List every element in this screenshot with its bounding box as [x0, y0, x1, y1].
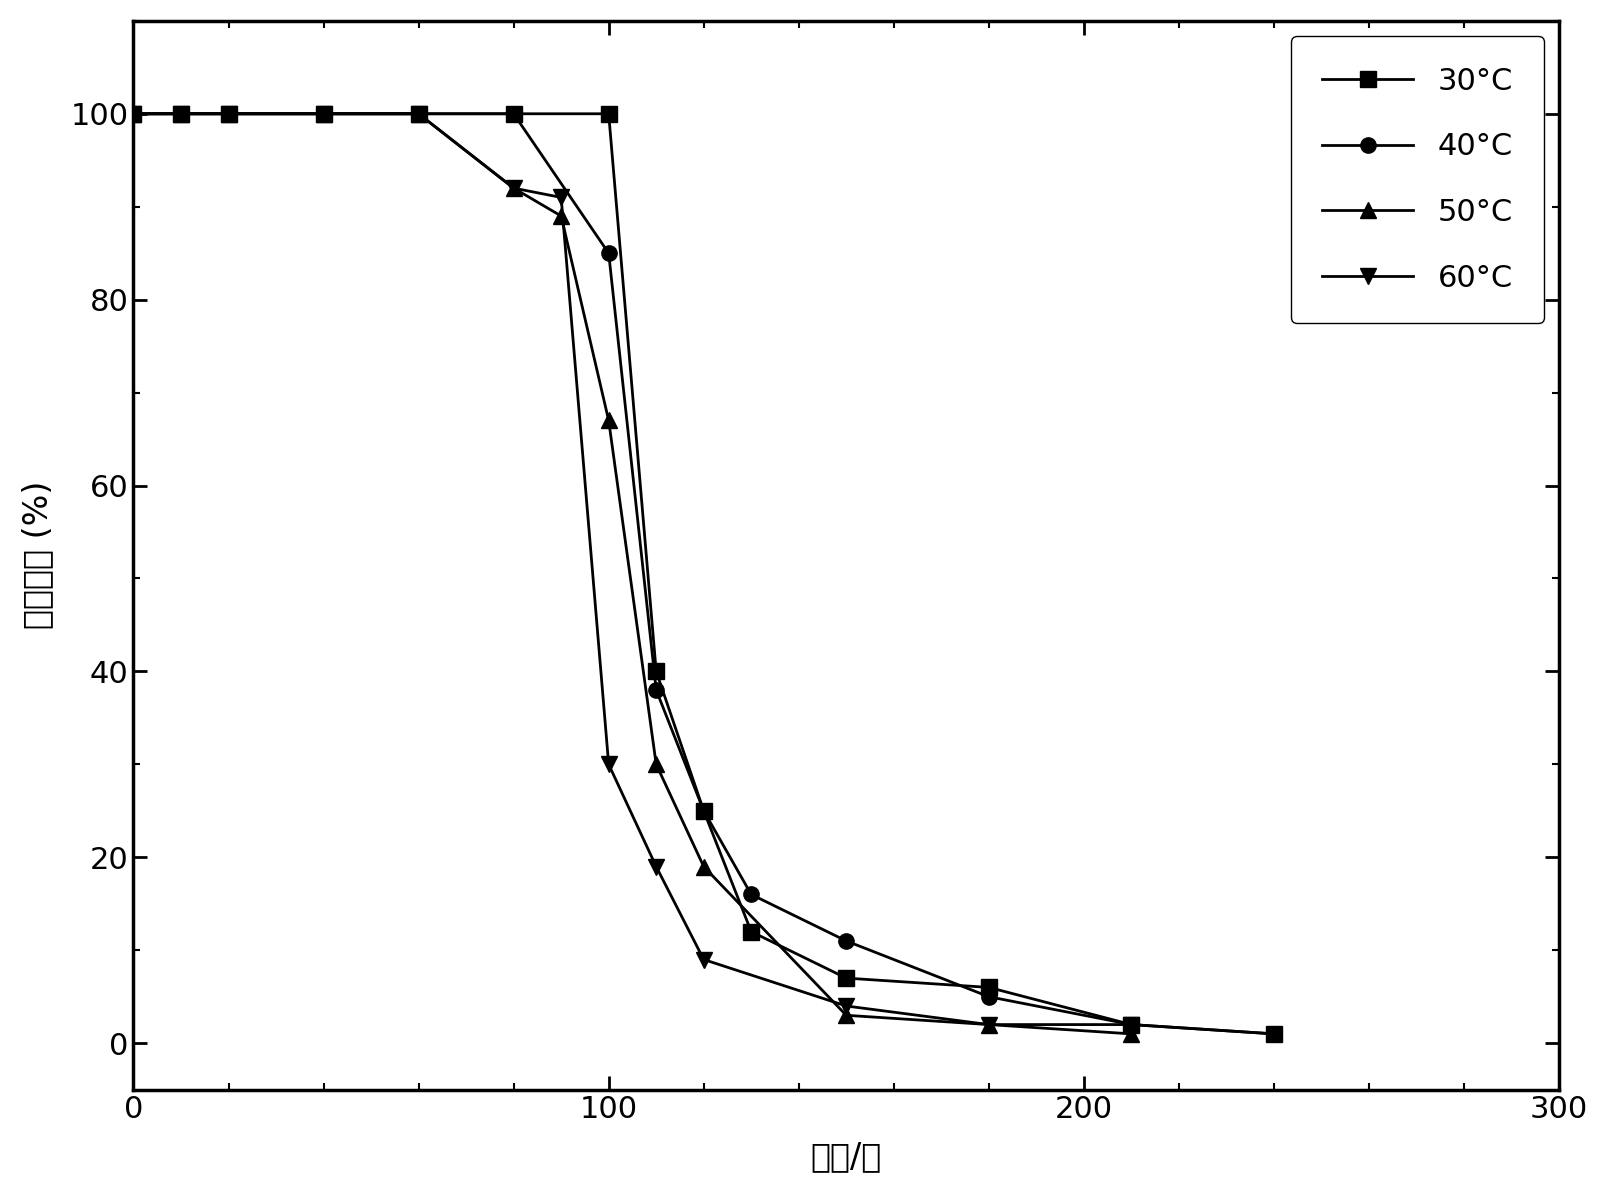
Line: 50°C: 50°C — [126, 105, 1139, 1042]
60°C — [504, 181, 523, 196]
40°C — [171, 106, 190, 121]
40°C — [409, 106, 428, 121]
40°C — [504, 106, 523, 121]
40°C — [980, 990, 999, 1004]
60°C — [647, 860, 666, 874]
50°C — [980, 1017, 999, 1032]
Line: 30°C: 30°C — [126, 106, 1282, 1041]
60°C — [693, 953, 713, 967]
50°C — [124, 106, 143, 121]
40°C — [693, 804, 713, 818]
50°C — [171, 106, 190, 121]
40°C — [314, 106, 333, 121]
60°C — [980, 1017, 999, 1032]
50°C — [504, 181, 523, 196]
50°C — [599, 413, 618, 427]
40°C — [219, 106, 238, 121]
Line: 40°C: 40°C — [126, 106, 1282, 1041]
30°C — [742, 924, 761, 938]
40°C — [599, 246, 618, 260]
30°C — [409, 106, 428, 121]
50°C — [409, 106, 428, 121]
30°C — [314, 106, 333, 121]
40°C — [1265, 1027, 1284, 1041]
30°C — [171, 106, 190, 121]
40°C — [1121, 1017, 1141, 1032]
60°C — [171, 106, 190, 121]
40°C — [647, 683, 666, 697]
50°C — [314, 106, 333, 121]
Line: 60°C: 60°C — [126, 105, 1139, 1033]
50°C — [837, 1008, 856, 1022]
50°C — [552, 209, 571, 223]
30°C — [647, 664, 666, 678]
50°C — [647, 757, 666, 771]
60°C — [219, 106, 238, 121]
30°C — [599, 106, 618, 121]
40°C — [124, 106, 143, 121]
30°C — [124, 106, 143, 121]
50°C — [219, 106, 238, 121]
30°C — [504, 106, 523, 121]
30°C — [1265, 1027, 1284, 1041]
60°C — [599, 757, 618, 771]
30°C — [219, 106, 238, 121]
40°C — [742, 887, 761, 901]
60°C — [314, 106, 333, 121]
60°C — [409, 106, 428, 121]
40°C — [837, 934, 856, 948]
30°C — [693, 804, 713, 818]
X-axis label: 时间/分: 时间/分 — [811, 1140, 882, 1174]
30°C — [1121, 1017, 1141, 1032]
Y-axis label: 吸收效率 (%): 吸收效率 (%) — [21, 481, 53, 629]
50°C — [1121, 1027, 1141, 1041]
60°C — [124, 106, 143, 121]
60°C — [552, 190, 571, 204]
Legend: 30°C, 40°C, 50°C, 60°C: 30°C, 40°C, 50°C, 60°C — [1290, 36, 1543, 324]
50°C — [693, 860, 713, 874]
60°C — [837, 999, 856, 1014]
60°C — [1121, 1017, 1141, 1032]
30°C — [837, 971, 856, 985]
30°C — [980, 980, 999, 995]
